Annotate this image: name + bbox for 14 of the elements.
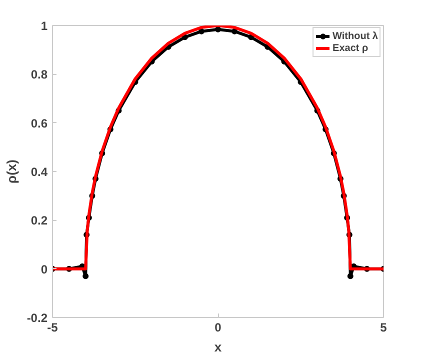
y-axis-title: ρ(x) [4, 160, 19, 184]
x-axis-title: x [214, 340, 222, 354]
y-tick-label: 0.6 [30, 116, 48, 130]
y-tick-label: 0 [40, 262, 48, 276]
x-tick-label: -5 [47, 320, 58, 334]
y-tick-label: -0.2 [26, 311, 48, 325]
x-tick-label: 5 [380, 320, 388, 334]
legend-label: Without λ [332, 30, 378, 42]
y-tick-label: 0.2 [30, 214, 48, 228]
y-tick-label: 1 [40, 19, 48, 33]
legend-label: Exact ρ [332, 42, 368, 54]
y-tick-label: 0.4 [30, 165, 48, 179]
y-tick-label: 0.8 [30, 68, 48, 82]
x-tick-label: 0 [214, 320, 222, 334]
